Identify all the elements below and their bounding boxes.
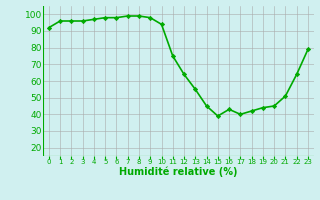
- X-axis label: Humidité relative (%): Humidité relative (%): [119, 166, 238, 177]
